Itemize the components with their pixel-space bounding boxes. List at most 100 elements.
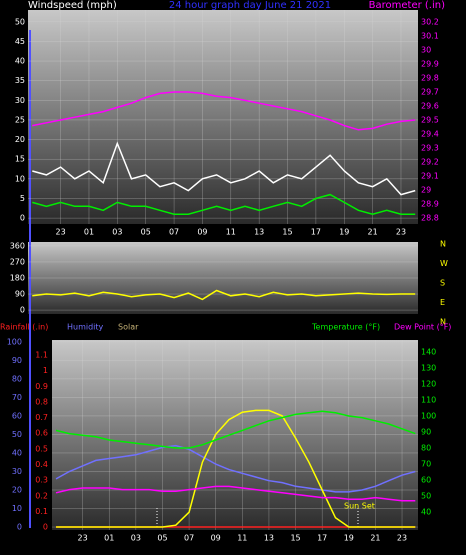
y2-tick-label: 29.4: [421, 130, 439, 139]
x-tick-label: 01: [84, 228, 94, 237]
x-tick-label: 01: [104, 534, 114, 543]
y-tick-label: 50: [12, 430, 22, 439]
y3-tick-label: 0.3: [35, 476, 48, 485]
y-tick-label: 0: [17, 523, 22, 532]
y-tick-label: 20: [15, 135, 25, 144]
legend-entry: Dew Point (°F): [394, 323, 451, 332]
y-tick-label: 25: [15, 115, 25, 124]
x-tick-label: 15: [290, 534, 300, 543]
series-line: [32, 91, 416, 131]
y2-tick-label: 100: [421, 412, 436, 421]
y-tick-label: 90: [12, 356, 22, 365]
temp-panel: [52, 340, 418, 530]
y2-tick-label: 130: [421, 364, 436, 373]
series-line: [32, 193, 416, 215]
x-tick-label: 17: [317, 534, 327, 543]
y2-tick-label: 28.8: [421, 213, 439, 222]
x-tick-label: 03: [131, 534, 141, 543]
x-tick-label: 13: [264, 534, 274, 543]
compass-label: N: [440, 318, 446, 327]
y2-tick-label: 30.1: [421, 32, 439, 41]
series-line: [32, 141, 416, 196]
y2-tick-label: 29.2: [421, 157, 439, 166]
x-tick-label: 23: [56, 228, 66, 237]
x-tick-label: 09: [197, 228, 207, 237]
x-tick-label: 07: [169, 228, 179, 237]
series-line: [55, 444, 416, 493]
y3-tick-label: 0.9: [35, 382, 48, 391]
x-tick-label: 23: [397, 534, 407, 543]
y2-tick-label: 30: [421, 46, 431, 55]
legend-entry: Solar: [118, 323, 139, 332]
title: 24 hour graph day June 21 2021: [169, 0, 331, 11]
x-tick-label: 05: [157, 534, 167, 543]
y3-tick-label: 1: [43, 366, 48, 375]
y-tick-label: 360: [10, 241, 25, 250]
baro-label: Barometer (.in): [369, 0, 445, 11]
y2-tick-label: 29.5: [421, 116, 439, 125]
x-tick-label: 19: [339, 228, 349, 237]
y3-tick-label: 0.4: [35, 460, 48, 469]
legend-entry: Rainfall (.in): [0, 323, 48, 332]
y-tick-label: 40: [15, 57, 25, 66]
y2-tick-label: 60: [421, 476, 431, 485]
y-tick-label: 35: [15, 76, 25, 85]
y3-tick-label: 0.7: [35, 413, 48, 422]
y-tick-label: 0: [20, 306, 25, 315]
legend-entry: Humidity: [67, 323, 104, 332]
y-tick-label: 180: [10, 274, 25, 283]
compass-label: S: [440, 279, 445, 288]
series-line: [55, 410, 416, 449]
y2-tick-label: 29.1: [421, 171, 439, 180]
y3-tick-label: 0.8: [35, 397, 48, 406]
y3-tick-label: 0.2: [35, 491, 48, 500]
y-tick-label: 10: [12, 504, 22, 513]
y2-tick-label: 29.3: [421, 144, 439, 153]
y-tick-label: 50: [15, 17, 25, 26]
x-tick-label: 13: [254, 228, 264, 237]
y-tick-label: 90: [15, 290, 25, 299]
series-line: [32, 289, 416, 301]
y2-tick-label: 29: [421, 185, 431, 194]
x-tick-label: 23: [396, 228, 406, 237]
y2-tick-label: 30.2: [421, 18, 439, 27]
y-tick-label: 30: [12, 467, 22, 476]
x-tick-label: 03: [112, 228, 122, 237]
y2-tick-label: 28.9: [421, 199, 439, 208]
x-tick-label: 15: [282, 228, 292, 237]
y-tick-label: 30: [15, 96, 25, 105]
compass-label: E: [440, 298, 445, 307]
y-tick-label: 45: [15, 37, 25, 46]
x-tick-label: 05: [141, 228, 151, 237]
x-tick-label: 07: [184, 534, 194, 543]
compass-label: W: [440, 259, 448, 268]
y-tick-label: 10: [15, 174, 25, 183]
y-tick-label: 15: [15, 155, 25, 164]
y-tick-label: 20: [12, 486, 22, 495]
y3-tick-label: 0.5: [35, 444, 48, 453]
y2-tick-label: 140: [421, 348, 436, 357]
y3-tick-label: 1.1: [35, 351, 48, 360]
y2-tick-label: 29.6: [421, 102, 439, 111]
wind-panel: [28, 10, 418, 224]
y2-tick-label: 40: [421, 508, 431, 517]
y-tick-label: 270: [10, 257, 25, 266]
y2-tick-label: 70: [421, 460, 431, 469]
x-tick-label: 09: [211, 534, 221, 543]
series-line: [56, 409, 416, 528]
y2-tick-label: 80: [421, 444, 431, 453]
series-line: [55, 485, 416, 502]
y-tick-label: 80: [12, 374, 22, 383]
y-tick-label: 5: [20, 194, 25, 203]
compass-label: N: [440, 240, 446, 249]
y2-tick-label: 110: [421, 396, 436, 405]
y3-tick-label: 0: [43, 523, 48, 532]
y2-tick-label: 50: [421, 492, 431, 501]
x-tick-label: 17: [311, 228, 321, 237]
y3-tick-label: 0.1: [35, 507, 48, 516]
x-tick-label: 21: [370, 534, 380, 543]
wind-label: Windspeed (mph): [28, 0, 117, 11]
y-tick-label: 100: [7, 337, 22, 346]
y2-tick-label: 29.8: [421, 74, 439, 83]
